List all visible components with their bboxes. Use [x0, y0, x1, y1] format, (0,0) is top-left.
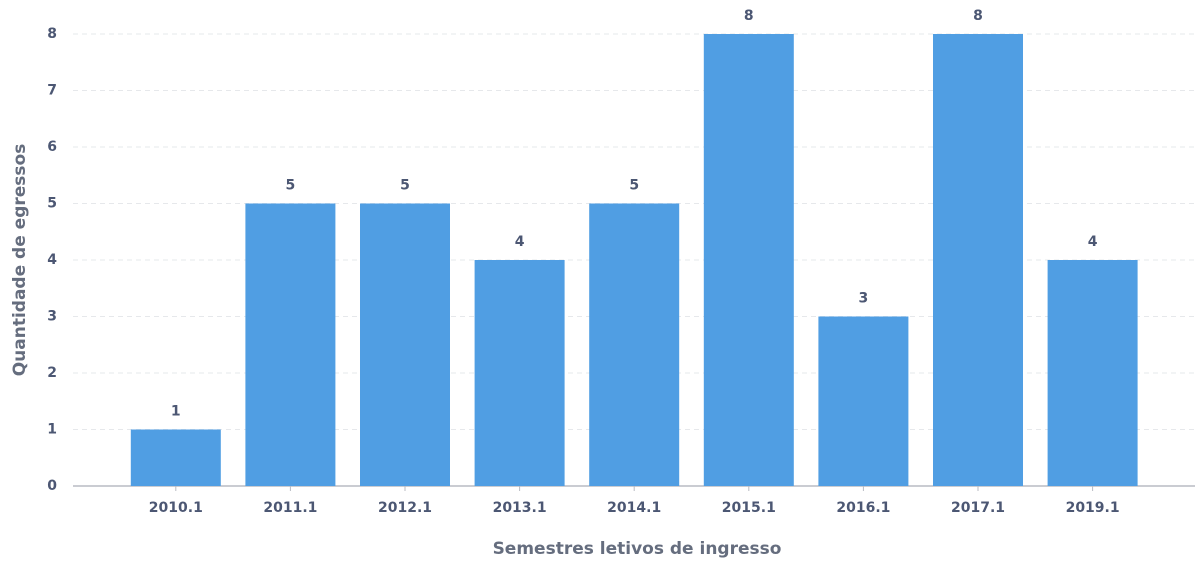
bar [1047, 260, 1138, 486]
data-label: 8 [973, 8, 983, 24]
y-tick-label: 0 [47, 478, 57, 494]
data-label: 8 [744, 8, 754, 24]
y-axis-title: Quantidade de egressos [10, 144, 30, 377]
data-label: 5 [400, 178, 410, 194]
x-tick-label: 2010.1 [149, 500, 203, 516]
y-tick-label: 2 [47, 365, 57, 381]
bar [360, 203, 450, 486]
data-label: 1 [171, 404, 181, 420]
bar [589, 203, 680, 486]
x-tick-label: 2017.1 [951, 500, 1005, 516]
bar [703, 34, 794, 486]
data-label: 5 [629, 178, 639, 194]
bar [933, 34, 1023, 486]
x-tick-label: 2016.1 [836, 500, 890, 516]
y-tick-label: 6 [47, 139, 57, 155]
y-tick-label: 1 [47, 422, 57, 438]
x-tick-label: 2014.1 [607, 500, 661, 516]
data-label: 4 [515, 234, 525, 250]
y-tick-label: 8 [47, 26, 57, 42]
x-tick-label: 2013.1 [493, 500, 547, 516]
y-tick-label: 7 [47, 83, 57, 99]
bar [245, 203, 336, 486]
bar [818, 316, 909, 486]
data-label: 5 [286, 178, 296, 194]
bar [474, 260, 565, 486]
data-label: 4 [1088, 234, 1098, 250]
x-tick-label: 2011.1 [263, 500, 317, 516]
y-tick-label: 5 [47, 196, 57, 212]
y-tick-label: 4 [47, 252, 57, 268]
bar [130, 429, 221, 486]
data-label: 3 [859, 291, 869, 307]
x-axis-title: Semestres letivos de ingresso [493, 539, 782, 559]
x-tick-label: 2019.1 [1066, 500, 1120, 516]
y-tick-label: 3 [47, 309, 57, 325]
x-tick-label: 2012.1 [378, 500, 432, 516]
x-tick-label: 2015.1 [722, 500, 776, 516]
